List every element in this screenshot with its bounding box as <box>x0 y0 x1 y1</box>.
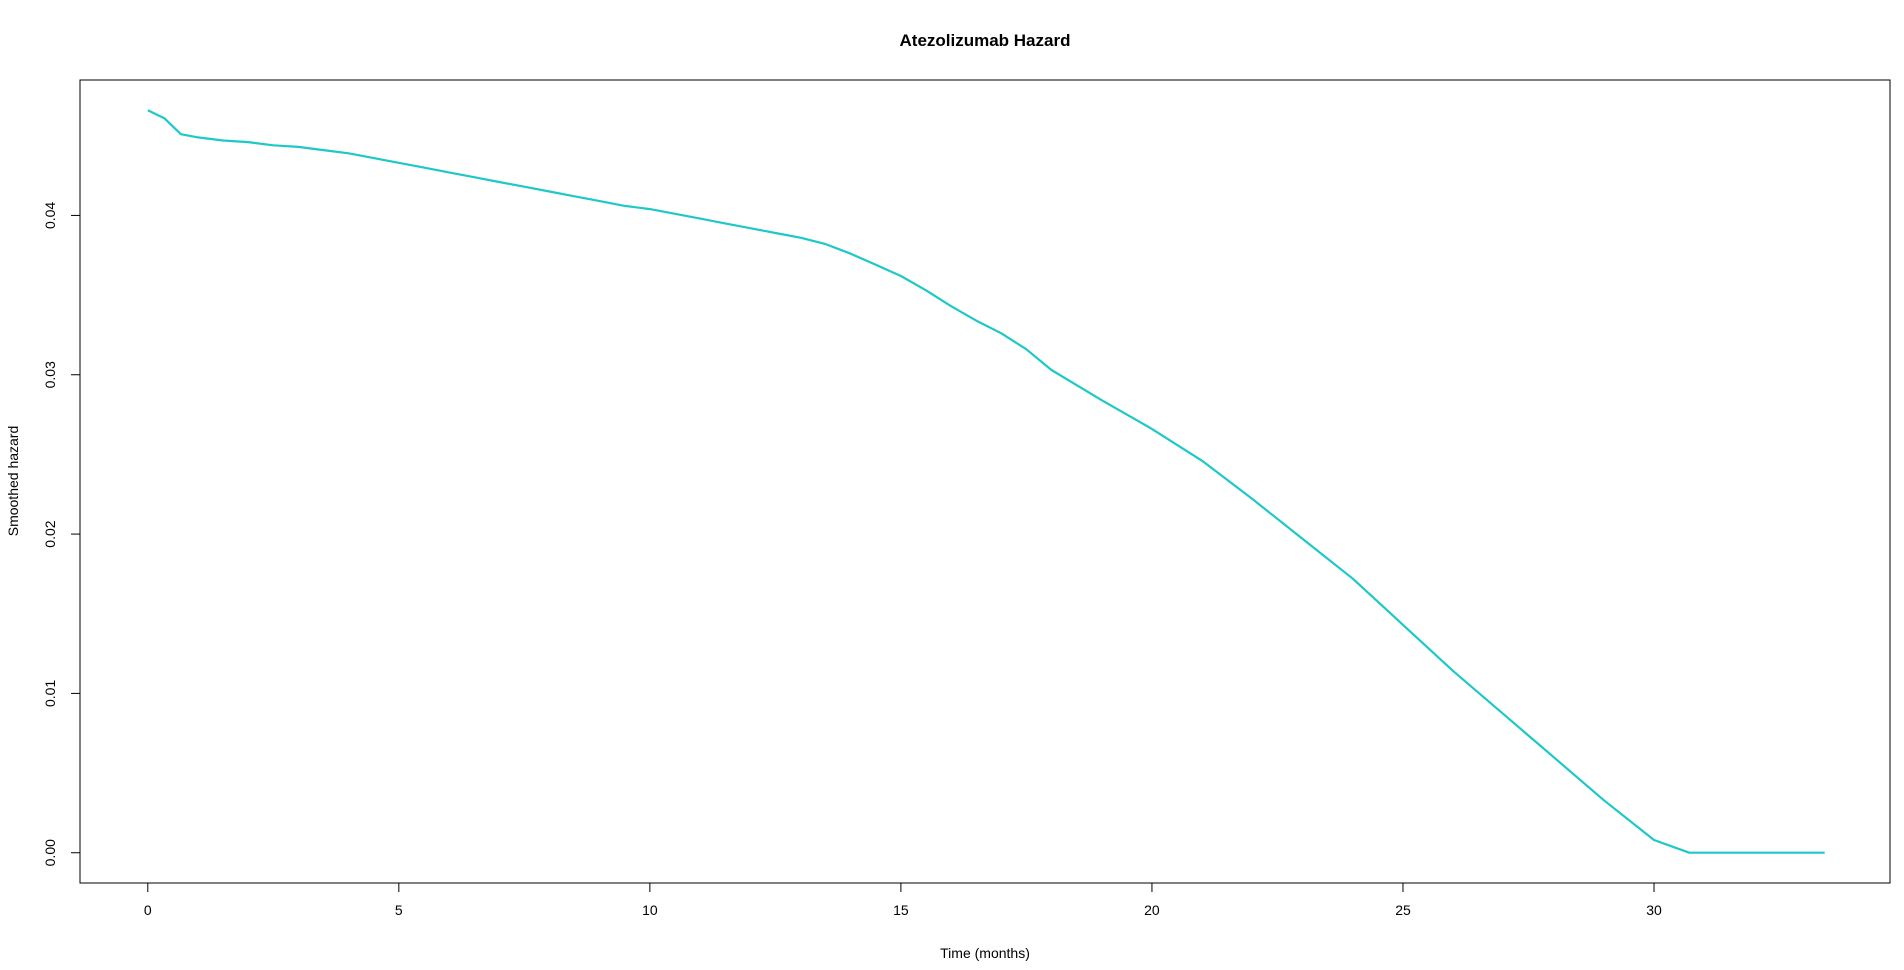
plot-frame <box>79 79 1891 884</box>
x-axis-label: Time (months) <box>940 945 1030 961</box>
hazard-line <box>147 109 1825 854</box>
y-tick-label: 0.03 <box>42 361 58 388</box>
x-tick-label: 10 <box>642 902 658 918</box>
series-layer <box>147 109 1825 854</box>
x-tick-label: 15 <box>893 902 909 918</box>
y-tick-label: 0.01 <box>42 680 58 707</box>
x-tick-label: 25 <box>1395 902 1411 918</box>
y-tick-label: 0.02 <box>42 520 58 547</box>
x-axis: 0 5 10 15 20 25 30 <box>144 882 1662 918</box>
chart-title: Atezolizumab Hazard <box>900 31 1071 50</box>
x-tick-label: 5 <box>395 902 403 918</box>
y-axis: 0.00 0.01 0.02 0.03 0.04 <box>42 202 81 866</box>
x-tick-label: 0 <box>144 902 152 918</box>
y-tick-label: 0.04 <box>42 202 58 229</box>
x-tick-label: 30 <box>1646 902 1662 918</box>
y-axis-label: Smoothed hazard <box>5 426 21 537</box>
x-tick-label: 20 <box>1144 902 1160 918</box>
y-tick-label: 0.00 <box>42 839 58 866</box>
